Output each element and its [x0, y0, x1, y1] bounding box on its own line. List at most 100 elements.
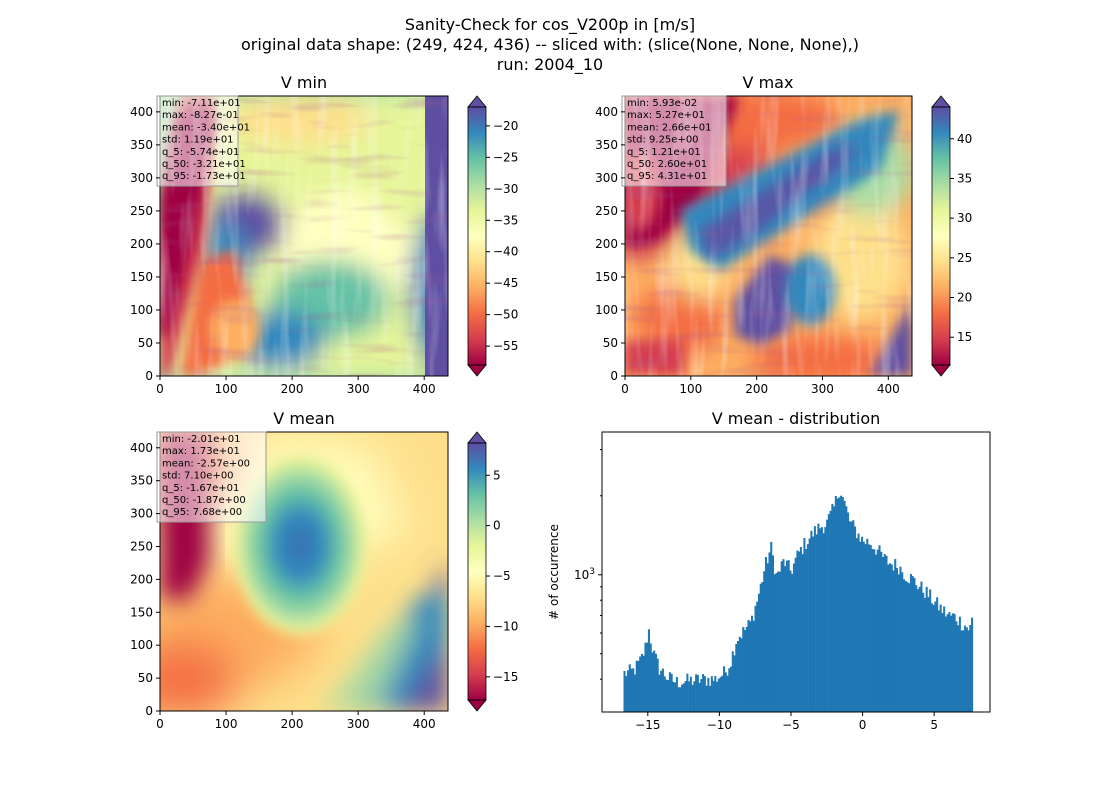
stat-line: mean: -2.57e+00: [162, 458, 250, 469]
histogram-bars: [623, 495, 974, 712]
colorbar-tick-label: −55: [493, 339, 518, 353]
histogram-bar: [791, 573, 794, 712]
histogram-bar: [936, 597, 939, 712]
histogram-bar: [815, 534, 818, 712]
histogram-bar: [728, 668, 731, 712]
histogram-bar: [777, 571, 780, 712]
histogram-bar: [696, 674, 699, 712]
x-axis-ticks-v-min: 0 100 200 300 400: [156, 376, 436, 396]
histogram-bar: [712, 680, 715, 712]
histogram-bar: [670, 673, 673, 712]
histogram-bar: [875, 554, 878, 712]
histogram-bar: [756, 601, 759, 712]
histogram-bar: [911, 576, 914, 712]
histogram-bar: [747, 619, 750, 712]
histogram-bar: [941, 613, 944, 712]
histogram-bar: [810, 530, 813, 712]
histogram-bar: [969, 624, 972, 712]
histogram-bar: [869, 545, 872, 712]
y-tick-label: 150: [130, 270, 153, 284]
histogram-bar: [964, 625, 967, 712]
histogram-bar: [714, 676, 717, 712]
histogram-bar: [717, 678, 720, 712]
colorbar-tick-label: 20: [957, 291, 972, 305]
histogram-bar: [653, 650, 656, 712]
histogram-bar: [770, 541, 773, 712]
x-tick-label: −15: [635, 718, 660, 732]
histogram-bar: [906, 582, 909, 712]
y-tick-label: 400: [130, 105, 153, 119]
histogram-bar: [763, 571, 766, 712]
stat-line: q_50: 2.60e+01: [627, 159, 707, 170]
x-axis-ticks-v-mean: 0 100 200 300 400: [156, 711, 436, 731]
x-tick-label: 300: [811, 382, 834, 396]
histogram-bar: [930, 603, 933, 712]
histogram-bar: [731, 651, 734, 712]
histogram-bar: [754, 605, 757, 712]
histogram-bar: [691, 684, 694, 712]
histogram-bar: [703, 676, 706, 712]
histogram-bar: [803, 537, 806, 712]
histogram-bar: [794, 557, 797, 712]
panel-v-mean-distribution: V mean - distribution −15 −10 −5 0 5 103 # o…: [547, 409, 991, 732]
x-tick-label: 400: [413, 717, 436, 731]
histogram-bar: [873, 549, 876, 712]
histogram-bar: [784, 566, 787, 712]
axes-frame-v-min: [159, 95, 449, 377]
histogram-bar: [922, 592, 925, 712]
colorbar-tick-label: −40: [493, 245, 518, 259]
histogram-bar: [927, 597, 930, 712]
y-tick-label: 100: [595, 303, 618, 317]
panel-title-v-mean-distribution: V mean - distribution: [712, 409, 881, 428]
histogram-bar: [757, 593, 761, 712]
colorbar-tick-label: −30: [493, 182, 518, 196]
histogram-bar: [841, 496, 844, 712]
colorbar-tick-label: 25: [957, 251, 972, 265]
histogram-bar: [862, 541, 865, 712]
histogram-bar: [850, 521, 853, 712]
figure-title: Sanity-Check for cos_V200p in [m/s] orig…: [241, 15, 859, 75]
y-tick-label: 300: [130, 507, 153, 521]
histogram-bar: [656, 658, 659, 712]
histogram-bar: [864, 544, 867, 712]
histogram-bar: [665, 679, 668, 712]
histogram-bar: [668, 672, 671, 712]
x-tick-label: 100: [215, 717, 238, 731]
stat-line: q_5: -5.74e+01: [162, 147, 239, 158]
histogram-bar: [658, 674, 661, 712]
histogram-bar: [833, 506, 836, 712]
colorbar-tick-label: 35: [957, 171, 972, 185]
histogram-bar: [688, 681, 691, 712]
histogram-bar: [934, 601, 937, 712]
histogram-bar: [733, 655, 736, 712]
histogram-bar: [951, 613, 954, 712]
x-tick-label: 200: [281, 382, 304, 396]
panel-v-max: V max min: 5.: [595, 73, 972, 396]
histogram-bar: [749, 621, 752, 712]
histogram-bar: [880, 551, 883, 712]
histogram-bar: [866, 538, 869, 712]
histogram-bar: [661, 668, 664, 712]
colorbar-tick-label: −10: [493, 619, 518, 633]
y-axis-label-distribution: # of occurrence: [547, 524, 561, 620]
figure-title-line-3: run: 2004_10: [497, 55, 603, 75]
histogram-bar: [723, 666, 726, 712]
histogram-bar: [686, 673, 689, 712]
panel-title-v-mean: V mean: [273, 409, 334, 428]
y-tick-label: 50: [603, 336, 618, 350]
histogram-bar: [626, 670, 630, 712]
x-tick-label: 0: [621, 382, 629, 396]
histogram-bar: [838, 497, 841, 712]
histogram-bar: [855, 538, 858, 712]
histogram-bar: [710, 676, 713, 712]
histogram-bar: [625, 676, 628, 712]
colorbar-tick-label: 0: [493, 519, 501, 533]
histogram-bar: [920, 581, 923, 712]
y-tick-label: 100: [130, 303, 153, 317]
histogram-bar: [946, 614, 949, 712]
histogram-bar: [721, 675, 724, 712]
histogram-bar: [637, 660, 640, 712]
histogram-bar: [689, 676, 692, 712]
